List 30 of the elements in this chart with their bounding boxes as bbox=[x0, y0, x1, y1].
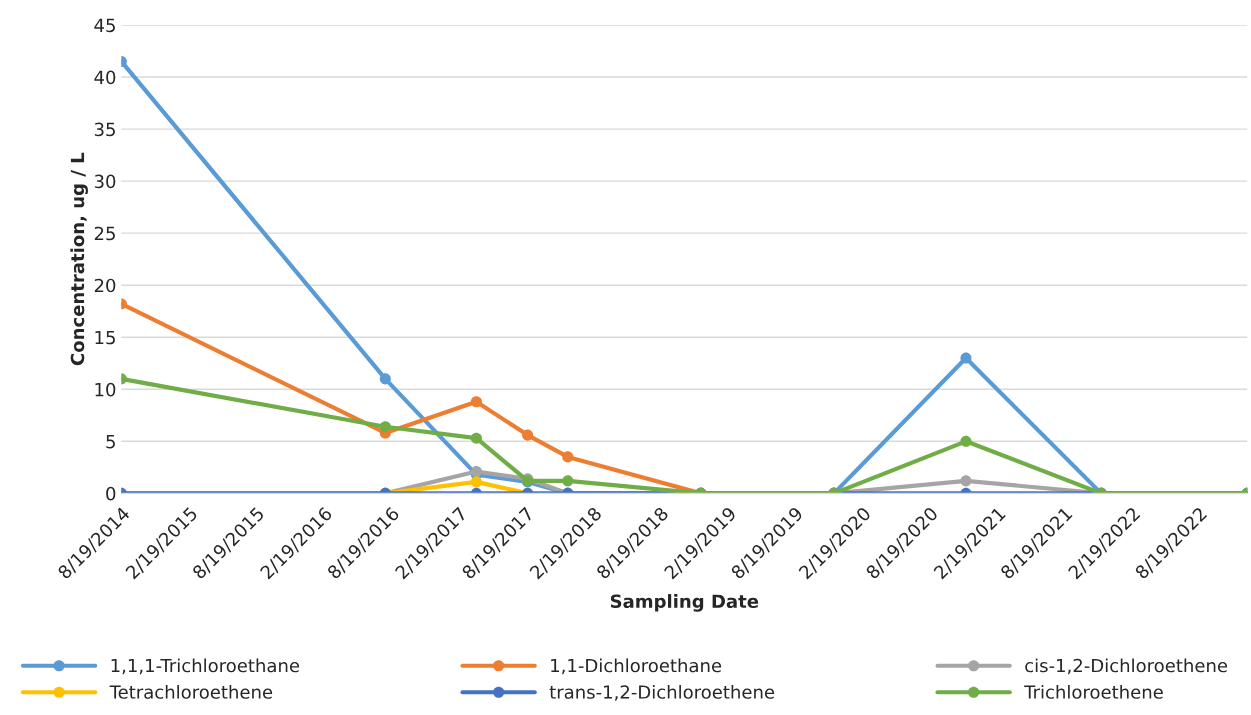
point bbox=[562, 451, 574, 463]
y-tick-label: 15 bbox=[95, 330, 115, 345]
legend-label: Trichloroethene bbox=[1024, 684, 1163, 699]
y-tick-label: 20 bbox=[94, 278, 116, 293]
point bbox=[470, 476, 482, 488]
y-tick-label: 40 bbox=[94, 70, 116, 85]
legend-label: 1,1-Dichloroethane bbox=[551, 658, 722, 675]
y-tick-label: 30 bbox=[94, 174, 116, 189]
point bbox=[960, 352, 972, 364]
y-axis-title: Concentration, ug / L bbox=[70, 152, 88, 366]
legend-label: 1,1,1-Trichloroethane bbox=[111, 658, 300, 675]
y-tick-label: 35 bbox=[94, 122, 115, 137]
legend-label: trans-1,2-Dichloroethene bbox=[549, 684, 775, 701]
x-axis-title: Sampling Date bbox=[610, 594, 759, 612]
y-tick-label: 10 bbox=[95, 382, 116, 397]
point bbox=[470, 465, 482, 478]
point bbox=[379, 421, 391, 433]
point bbox=[379, 373, 391, 385]
point bbox=[960, 475, 972, 487]
legend-label: Tetrachloroethene bbox=[109, 684, 273, 699]
point bbox=[960, 435, 972, 447]
point bbox=[470, 432, 482, 444]
y-tick-label: 0 bbox=[106, 486, 116, 501]
y-tick-label: 5 bbox=[106, 435, 115, 449]
point bbox=[470, 396, 482, 408]
y-tick-label: 45 bbox=[94, 18, 115, 33]
y-tick-label: 25 bbox=[94, 226, 115, 241]
point bbox=[562, 475, 574, 487]
legend-label: cis-1,2-Dichloroethene bbox=[1025, 658, 1228, 675]
point bbox=[522, 429, 534, 441]
